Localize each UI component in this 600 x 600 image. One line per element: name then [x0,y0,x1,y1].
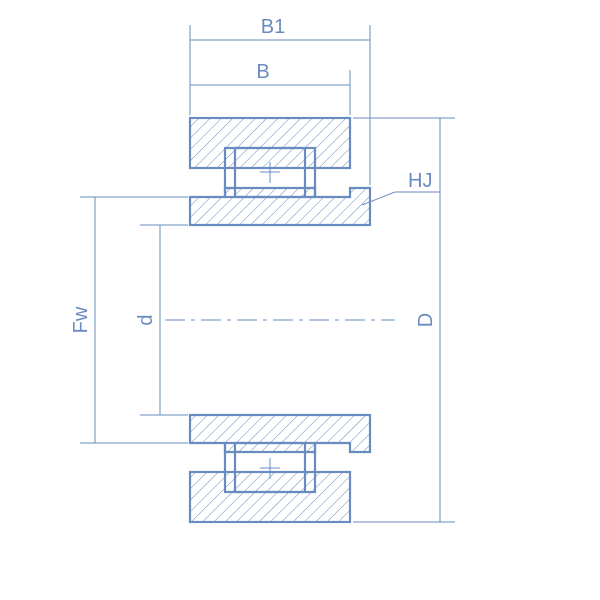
label-B1: B1 [261,16,285,38]
outer-ring-top [190,118,350,168]
leader-HJ: HJ [362,170,440,205]
label-D: D [415,313,437,327]
dim-D: D [353,118,455,522]
label-Fw: Fw [70,306,92,333]
label-HJ: HJ [408,170,432,192]
outer-ring-bottom [190,472,350,522]
label-B: B [256,61,269,83]
dim-B: B [190,61,350,115]
inner-ring-top [190,188,370,225]
inner-ring-bottom [190,415,370,452]
label-d: d [135,314,157,325]
